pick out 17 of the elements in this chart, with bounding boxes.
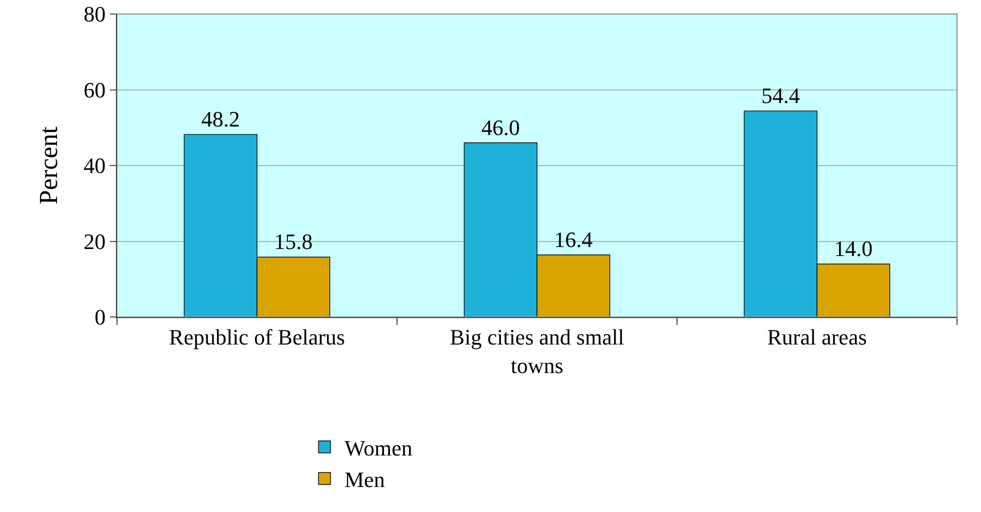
y-tick-label: 40 (84, 153, 106, 178)
y-tick-label: 80 (84, 2, 106, 27)
x-tick-label: Republic of Belarus (169, 324, 345, 350)
data-label: 16.4 (554, 226, 593, 252)
legend-label: Women (344, 435, 412, 460)
y-tick-label: 20 (84, 228, 106, 254)
data-label: 46.0 (481, 114, 520, 140)
y-tick-label: 60 (84, 77, 106, 102)
data-label: 54.4 (761, 82, 800, 108)
x-tick-label: Rural areas (767, 324, 867, 350)
data-label: 15.8 (274, 229, 313, 254)
data-label: 14.0 (834, 236, 873, 261)
x-tick-label: Big cities and small towns (450, 324, 624, 378)
y-tick-label: 0 (94, 304, 106, 330)
y-axis-title: Percent (34, 126, 63, 204)
data-label: 48.2 (201, 106, 240, 132)
legend-label: Men (344, 467, 385, 492)
